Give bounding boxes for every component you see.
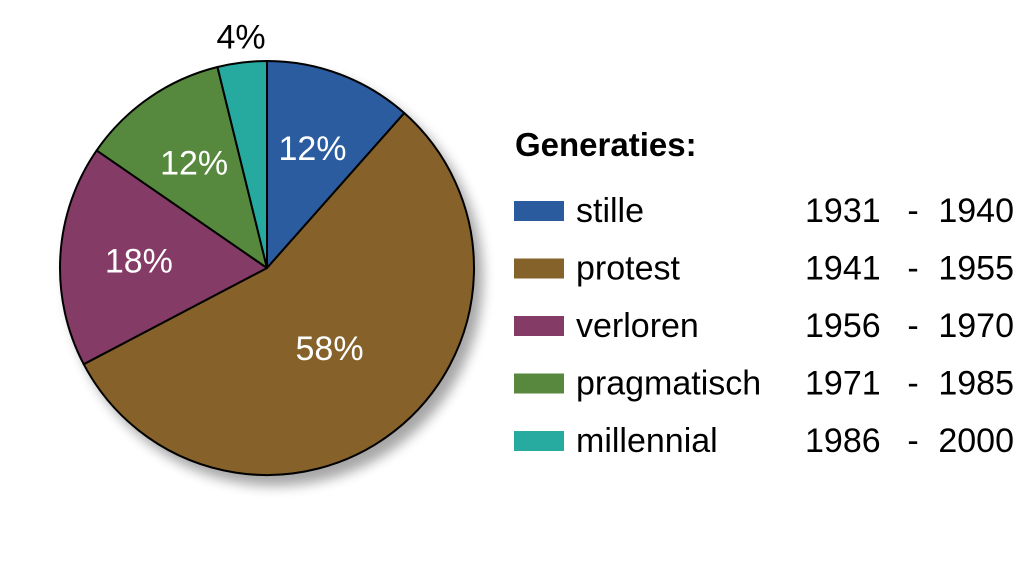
legend-title: Generaties: [515, 126, 697, 163]
legend-label: verloren [576, 307, 699, 345]
slice-label-verloren: 18% [105, 242, 173, 280]
slice-label-pragmatisch: 12% [160, 144, 228, 182]
legend-label: stille [576, 192, 644, 230]
legend-period-start: 1941 [805, 250, 881, 288]
legend-swatch [514, 373, 564, 394]
legend-period-start: 1956 [805, 307, 881, 345]
pie-slice-stille [266, 60, 406, 269]
legend-item-protest: protest 1941-1955 [514, 250, 1014, 288]
legend-item-pragmatisch: pragmatisch 1971-1985 [514, 365, 1014, 403]
legend-period-end: 2000 [938, 422, 1014, 460]
legend-period-separator: - [907, 365, 918, 403]
legend-swatch [514, 431, 564, 451]
legend-period-start: 1971 [805, 365, 881, 403]
legend-period-separator: - [907, 422, 918, 460]
slice-label-millennial: 4% [217, 19, 266, 57]
slice-label-stille: 12% [278, 130, 346, 168]
legend-swatch [514, 201, 564, 221]
legend-label: protest [576, 250, 680, 288]
legend-period-end: 1985 [938, 365, 1014, 403]
legend-period-end: 1940 [938, 192, 1014, 230]
legend-item-stille: stille 1931-1940 [514, 192, 1014, 230]
slice-label-protest: 58% [296, 330, 364, 368]
legend-swatch [514, 316, 564, 336]
pie-slice-pragmatisch [95, 66, 268, 269]
legend-item-verloren: verloren 1956-1970 [514, 307, 1014, 345]
pie-slices [59, 60, 475, 476]
pie-slice-verloren [59, 149, 268, 366]
legend-period-separator: - [907, 307, 918, 345]
legend-period-separator: - [907, 250, 918, 288]
legend-label: millennial [576, 422, 718, 460]
legend-label: pragmatisch [576, 365, 761, 403]
legend-period-start: 1931 [805, 192, 881, 230]
legend-item-millennial: millennial 1986-2000 [514, 422, 1014, 460]
legend-period-end: 1970 [938, 307, 1014, 345]
legend-swatch [514, 258, 564, 279]
slice-labels: 12% 58% 18% 12% 4% [105, 19, 364, 368]
pie-slice-protest [82, 112, 475, 476]
legend-period-separator: - [907, 192, 918, 230]
legend-period-end: 1955 [938, 250, 1014, 288]
pie-slice-millennial [216, 60, 268, 269]
legend-period-start: 1986 [805, 422, 881, 460]
